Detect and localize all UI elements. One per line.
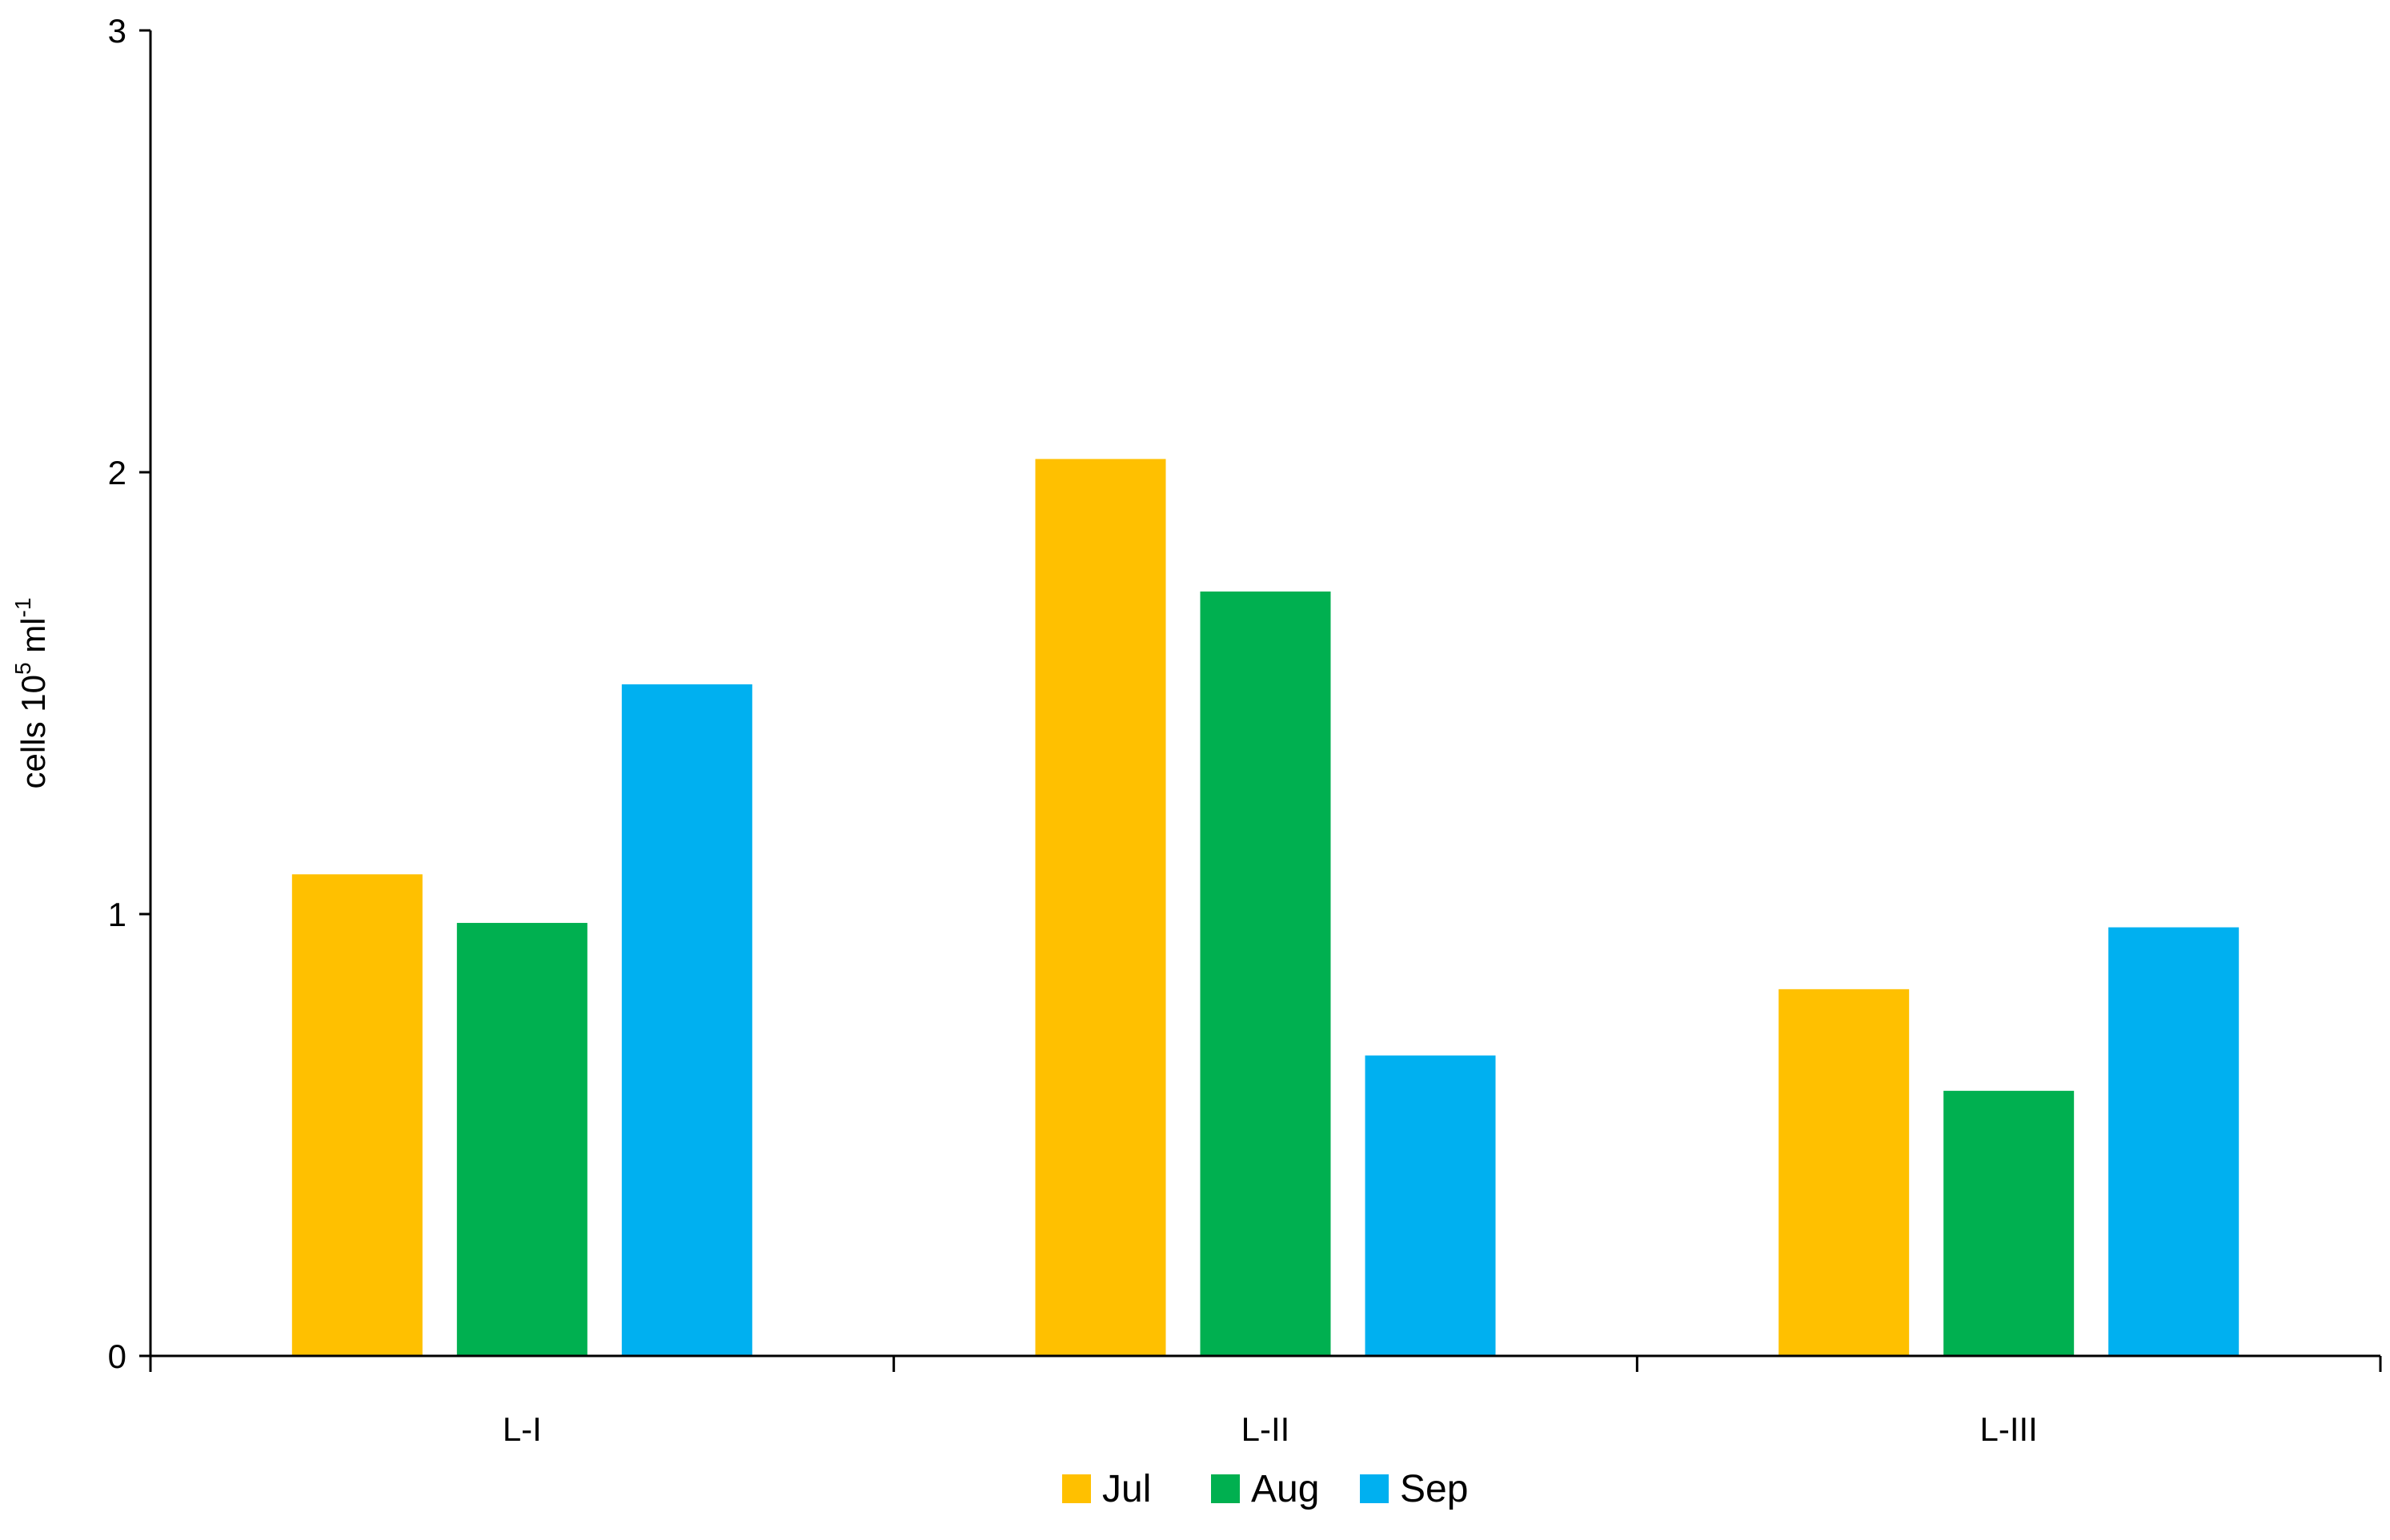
legend-label-sep: Sep [1400, 1468, 1468, 1510]
y-axis-label-base: cells 10 [14, 675, 52, 788]
bar-jul-l-iii [1778, 989, 1910, 1356]
y-tick-label: 3 [108, 12, 126, 50]
category-labels-group: L-I L-II L-III [503, 1410, 2038, 1448]
bar-jul-l-i [291, 874, 423, 1356]
bar-sep-l-iii [2108, 927, 2240, 1356]
legend-swatch-sep [1360, 1474, 1389, 1503]
bar-sep-l-i [621, 684, 752, 1356]
bar-aug-l-i [456, 923, 587, 1356]
x-category-label: L-I [503, 1410, 542, 1448]
bar-aug-l-iii [1943, 1090, 2075, 1356]
y-tick-label: 1 [108, 896, 126, 933]
legend-swatch-jul [1062, 1474, 1091, 1503]
x-ticks-group [149, 1356, 2382, 1372]
legend-label-aug: Aug [1251, 1468, 1319, 1510]
legend-label-jul: Jul [1102, 1468, 1151, 1510]
x-category-label: L-III [1979, 1410, 2037, 1448]
y-axis-label: cells 105 ml-1 [10, 598, 52, 789]
bar-sep-l-ii [1365, 1055, 1496, 1356]
y-ticks-group: 0 1 2 3 [108, 12, 150, 1375]
y-axis-label-superscript-1: 5 [10, 662, 35, 675]
y-tick-label: 2 [108, 454, 126, 491]
legend: Jul Aug Sep [1062, 1468, 1468, 1510]
y-axis-label-superscript-2: -1 [10, 598, 35, 618]
y-tick-label: 0 [108, 1337, 126, 1375]
x-category-label: L-II [1241, 1410, 1290, 1448]
bar-aug-l-ii [1200, 592, 1331, 1356]
axes-group [149, 30, 2380, 1358]
legend-swatch-aug [1211, 1474, 1240, 1503]
y-axis-label-mid: ml [14, 617, 52, 662]
bars-group [291, 459, 2240, 1357]
bar-jul-l-ii [1035, 459, 1166, 1357]
